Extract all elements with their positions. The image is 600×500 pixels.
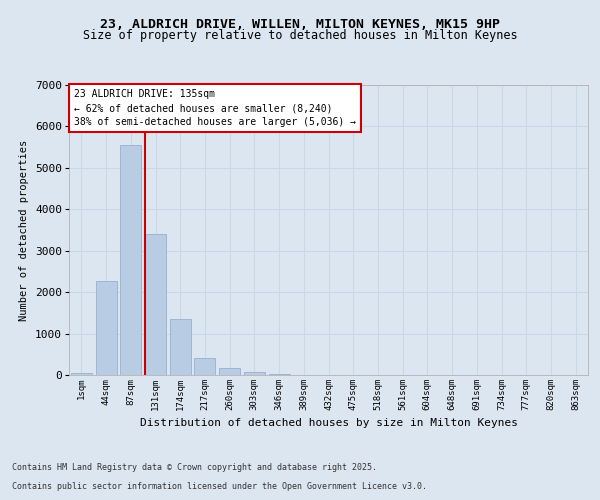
Text: 23 ALDRICH DRIVE: 135sqm
← 62% of detached houses are smaller (8,240)
38% of sem: 23 ALDRICH DRIVE: 135sqm ← 62% of detach… <box>74 90 356 128</box>
Bar <box>71 372 92 375</box>
Bar <box>219 368 240 375</box>
Text: Contains HM Land Registry data © Crown copyright and database right 2025.: Contains HM Land Registry data © Crown c… <box>12 464 377 472</box>
Y-axis label: Number of detached properties: Number of detached properties <box>19 140 29 320</box>
Text: Size of property relative to detached houses in Milton Keynes: Size of property relative to detached ho… <box>83 29 517 42</box>
X-axis label: Distribution of detached houses by size in Milton Keynes: Distribution of detached houses by size … <box>139 418 517 428</box>
Bar <box>269 374 290 375</box>
Bar <box>170 320 191 375</box>
Text: Contains public sector information licensed under the Open Government Licence v3: Contains public sector information licen… <box>12 482 427 491</box>
Bar <box>244 372 265 375</box>
Text: 23, ALDRICH DRIVE, WILLEN, MILTON KEYNES, MK15 9HP: 23, ALDRICH DRIVE, WILLEN, MILTON KEYNES… <box>100 18 500 30</box>
Bar <box>194 358 215 375</box>
Bar <box>95 280 116 375</box>
Bar <box>145 234 166 375</box>
Bar <box>120 145 141 375</box>
